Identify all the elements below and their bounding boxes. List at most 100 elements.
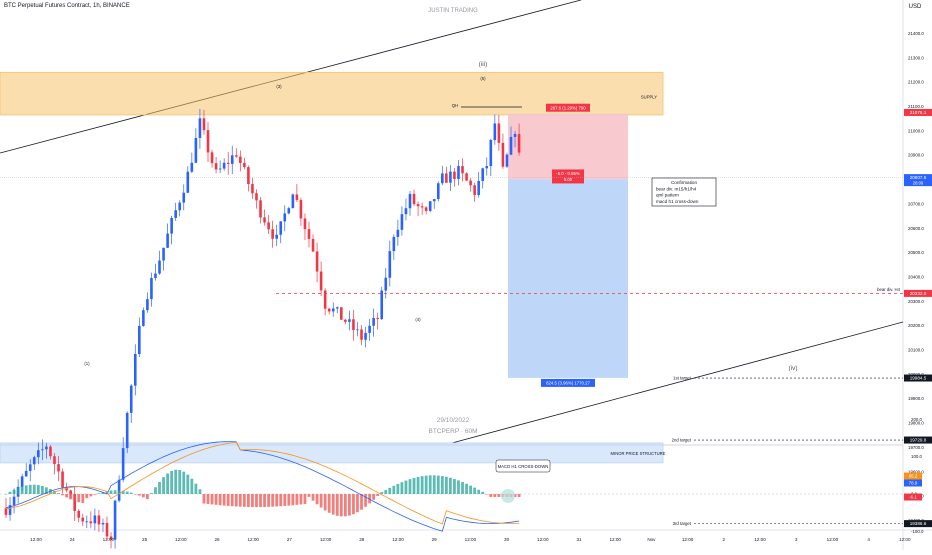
candle-body[interactable] bbox=[432, 199, 436, 202]
candle-body[interactable] bbox=[352, 319, 355, 331]
candle-body[interactable] bbox=[493, 123, 497, 141]
candle-body[interactable] bbox=[214, 163, 218, 170]
candle-body[interactable] bbox=[243, 162, 246, 168]
candle-body[interactable] bbox=[428, 201, 432, 211]
candle-body[interactable] bbox=[69, 490, 72, 495]
candle-body[interactable] bbox=[239, 156, 242, 163]
candle-body[interactable] bbox=[166, 233, 169, 248]
candle-body[interactable] bbox=[509, 136, 513, 155]
candle-body[interactable] bbox=[364, 332, 367, 340]
candle-body[interactable] bbox=[307, 229, 311, 239]
candle-body[interactable] bbox=[295, 194, 299, 200]
candle-body[interactable] bbox=[360, 329, 363, 340]
candle-body[interactable] bbox=[473, 185, 476, 195]
candle-body[interactable] bbox=[45, 446, 48, 450]
candle-body[interactable] bbox=[206, 130, 210, 153]
candle-body[interactable] bbox=[416, 204, 420, 207]
candle-body[interactable] bbox=[424, 207, 428, 211]
candle-body[interactable] bbox=[146, 299, 149, 311]
candle-body[interactable] bbox=[392, 236, 396, 252]
candle-body[interactable] bbox=[4, 508, 8, 515]
candle-body[interactable] bbox=[28, 464, 32, 471]
candle-body[interactable] bbox=[234, 155, 238, 157]
candle-body[interactable] bbox=[445, 173, 448, 183]
candle-body[interactable] bbox=[174, 210, 177, 218]
candle-body[interactable] bbox=[113, 500, 117, 540]
candle-body[interactable] bbox=[436, 183, 440, 200]
candle-body[interactable] bbox=[109, 536, 113, 540]
candle-body[interactable] bbox=[485, 166, 489, 169]
candle-body[interactable] bbox=[129, 385, 133, 413]
candle-body[interactable] bbox=[279, 221, 283, 235]
candle-body[interactable] bbox=[93, 515, 97, 524]
candle-body[interactable] bbox=[65, 487, 68, 491]
candle-body[interactable] bbox=[335, 307, 339, 309]
candle-body[interactable] bbox=[89, 521, 93, 524]
candle-body[interactable] bbox=[412, 193, 416, 205]
candle-body[interactable] bbox=[162, 247, 165, 261]
candle-body[interactable] bbox=[57, 464, 60, 472]
candle-body[interactable] bbox=[158, 260, 161, 274]
candle-body[interactable] bbox=[247, 167, 250, 185]
candle-body[interactable] bbox=[356, 329, 359, 331]
candle-body[interactable] bbox=[77, 510, 81, 518]
candle-body[interactable] bbox=[210, 152, 214, 164]
candle-body[interactable] bbox=[37, 450, 40, 458]
candle-body[interactable] bbox=[190, 162, 194, 172]
candle-body[interactable] bbox=[497, 123, 501, 143]
candle-body[interactable] bbox=[299, 199, 303, 219]
candle-body[interactable] bbox=[400, 214, 404, 230]
candle-body[interactable] bbox=[449, 171, 452, 183]
candle-body[interactable] bbox=[303, 218, 307, 230]
candle-body[interactable] bbox=[49, 446, 52, 457]
candle-body[interactable] bbox=[138, 325, 141, 355]
macd-cross-marker[interactable] bbox=[501, 489, 515, 503]
candle-body[interactable] bbox=[263, 217, 266, 223]
candle-body[interactable] bbox=[420, 206, 424, 208]
candle-body[interactable] bbox=[513, 133, 517, 137]
candle-body[interactable] bbox=[501, 142, 505, 167]
candle-body[interactable] bbox=[291, 194, 295, 209]
candle-body[interactable] bbox=[32, 457, 36, 465]
candle-body[interactable] bbox=[396, 229, 400, 237]
candle-body[interactable] bbox=[117, 479, 121, 501]
candle-body[interactable] bbox=[372, 317, 375, 326]
candle-body[interactable] bbox=[24, 470, 28, 477]
candle-body[interactable] bbox=[469, 180, 472, 186]
candle-body[interactable] bbox=[477, 180, 480, 195]
position-risk-zone[interactable] bbox=[508, 113, 628, 180]
candle-body[interactable] bbox=[194, 137, 198, 163]
candle-body[interactable] bbox=[348, 319, 351, 322]
candle-body[interactable] bbox=[376, 317, 379, 320]
candle-body[interactable] bbox=[178, 202, 182, 211]
candle-body[interactable] bbox=[384, 277, 388, 291]
candle-body[interactable] bbox=[142, 310, 145, 326]
candle-body[interactable] bbox=[12, 496, 16, 506]
candle-body[interactable] bbox=[461, 166, 464, 174]
zone-minor-structure[interactable] bbox=[0, 442, 664, 464]
candle-body[interactable] bbox=[275, 234, 278, 239]
candle-body[interactable] bbox=[441, 173, 444, 184]
candle-body[interactable] bbox=[85, 521, 89, 523]
candle-body[interactable] bbox=[73, 494, 76, 511]
candle-body[interactable] bbox=[489, 140, 493, 167]
candle-body[interactable] bbox=[380, 290, 384, 320]
candle-body[interactable] bbox=[271, 229, 274, 239]
lower-trendline[interactable] bbox=[451, 321, 904, 444]
candle-body[interactable] bbox=[505, 154, 509, 167]
candle-body[interactable] bbox=[133, 354, 137, 386]
candle-body[interactable] bbox=[230, 155, 234, 164]
candle-body[interactable] bbox=[517, 133, 521, 153]
candle-body[interactable] bbox=[101, 522, 105, 525]
candle-body[interactable] bbox=[340, 307, 343, 320]
candle-body[interactable] bbox=[105, 522, 109, 537]
candle-body[interactable] bbox=[154, 273, 157, 279]
candle-body[interactable] bbox=[125, 412, 129, 449]
candle-body[interactable] bbox=[222, 162, 226, 169]
candle-body[interactable] bbox=[182, 192, 186, 203]
candle-body[interactable] bbox=[481, 168, 485, 181]
candle-body[interactable] bbox=[202, 118, 206, 131]
candle-body[interactable] bbox=[283, 213, 287, 222]
confirmation-box[interactable] bbox=[651, 177, 717, 207]
